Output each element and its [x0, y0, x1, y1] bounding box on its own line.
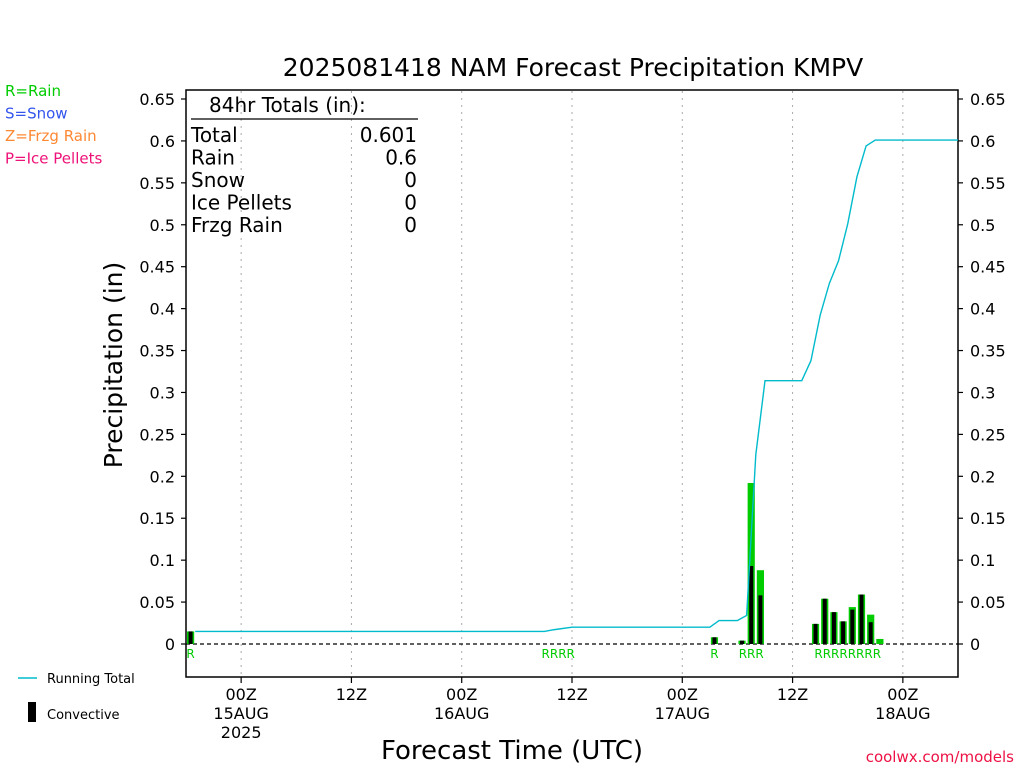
x-tick-label: 2025 — [221, 723, 262, 742]
x-tick-label: 18AUG — [875, 704, 930, 723]
y-tick-label-left: 0.6 — [150, 132, 175, 151]
totals-row-label: Snow — [191, 168, 245, 192]
x-axis-label: Forecast Time (UTC) — [381, 736, 643, 766]
y-tick-label-left: 0.3 — [150, 383, 175, 402]
x-tick-label: 00Z — [667, 685, 698, 704]
type-legend-item: S=Snow — [5, 105, 68, 123]
type-legend-item: P=Ice Pellets — [5, 150, 102, 168]
convective-bar — [841, 621, 846, 644]
y-axis-right: 0 0.05 0.1 0.15 0.2 0.25 0.3 0.35 0.4 0.45 0.5 0.55… — [958, 90, 1006, 654]
y-tick-label-right: 0.05 — [970, 593, 1006, 612]
running-total-line — [195, 139, 958, 633]
totals-row-value: 0 — [404, 168, 417, 192]
credit-text: coolwx.com/models — [866, 748, 1014, 766]
x-tick-label: 12Z — [556, 685, 587, 704]
convective-bar — [813, 623, 818, 644]
totals-row-value: 0.6 — [385, 146, 417, 170]
ptype-marker: RRR — [739, 647, 764, 661]
y-tick-label-left: 0.2 — [150, 467, 175, 486]
convective-bar — [712, 637, 717, 644]
convective-bar — [188, 631, 193, 644]
legend-convective-swatch — [28, 702, 36, 722]
x-tick-label: 17AUG — [655, 704, 710, 723]
convective-bars — [188, 566, 873, 644]
y-tick-label-left: 0 — [165, 635, 175, 654]
x-tick-label: 12Z — [777, 685, 808, 704]
precip-bars — [187, 483, 884, 644]
y-tick-label-right: 0.1 — [970, 551, 995, 570]
y-tick-label-right: 0.5 — [970, 216, 995, 235]
totals-header: 84hr Totals (in): — [209, 93, 366, 117]
type-legend-item: Z=Frzg Rain — [5, 127, 97, 145]
y-tick-label-left: 0.45 — [139, 258, 175, 277]
totals-row-label: Frzg Rain — [191, 213, 283, 237]
type-legend-item: R=Rain — [5, 82, 61, 100]
chart-title: 2025081418 NAM Forecast Precipitation KM… — [283, 53, 863, 82]
y-tick-label-right: 0.35 — [970, 342, 1006, 361]
precip-bar — [876, 638, 884, 644]
y-axis-left: 0 0.05 0.1 0.15 0.2 0.25 0.3 0.35 0.4 0.45 0.5 0.55… — [139, 90, 186, 654]
y-tick-label-right: 0 — [970, 635, 980, 654]
totals-row-value: 0 — [404, 191, 417, 215]
y-tick-label-right: 0.25 — [970, 425, 1006, 444]
series-legend-label: Convective — [47, 708, 120, 723]
ptype-marker: R — [710, 647, 718, 661]
totals-row-value: 0.601 — [360, 123, 417, 147]
y-axis-label: Precipitation (in) — [99, 262, 128, 469]
totals-box: 84hr Totals (in): Total 0.601 Rain 0.6 Snow 0… — [190, 93, 418, 237]
convective-bar — [850, 609, 855, 644]
y-tick-label-left: 0.1 — [150, 551, 175, 570]
ptype-marker: RRRRRRRR — [814, 647, 881, 661]
totals-row-label: Total — [190, 123, 238, 147]
convective-bar — [822, 598, 827, 644]
convective-bar — [740, 640, 745, 644]
x-tick-label: 00Z — [887, 685, 918, 704]
y-tick-label-right: 0.4 — [970, 300, 995, 319]
y-tick-label-right: 0.3 — [970, 383, 995, 402]
y-tick-label-left: 0.4 — [150, 300, 175, 319]
y-tick-label-left: 0.65 — [139, 90, 175, 109]
x-tick-label: 16AUG — [434, 704, 489, 723]
y-tick-label-left: 0.05 — [139, 593, 175, 612]
vertical-grid — [240, 91, 904, 676]
convective-bar — [868, 622, 873, 644]
y-tick-label-right: 0.2 — [970, 467, 995, 486]
y-tick-label-right: 0.65 — [970, 90, 1006, 109]
x-tick-label: 00Z — [446, 685, 477, 704]
x-tick-label: 00Z — [225, 685, 256, 704]
convective-bar — [758, 595, 763, 644]
totals-row-value: 0 — [404, 213, 417, 237]
y-tick-label-left: 0.25 — [139, 425, 175, 444]
y-tick-label-left: 0.35 — [139, 342, 175, 361]
y-tick-label-right: 0.6 — [970, 132, 995, 151]
y-tick-label-right: 0.15 — [970, 509, 1006, 528]
convective-bar — [831, 612, 836, 644]
ptype-markers: R RRRR R RRR RRRRRRRR — [186, 647, 881, 661]
totals-row-label: Rain — [191, 146, 235, 170]
convective-bar — [749, 566, 754, 644]
totals-row-label: Ice Pellets — [191, 191, 292, 215]
ptype-marker: R — [186, 647, 194, 661]
y-tick-label-left: 0.5 — [150, 216, 175, 235]
ptype-marker: RRRR — [542, 647, 575, 661]
series-legend-label: Running Total — [47, 672, 135, 687]
precip-bar — [747, 483, 755, 644]
y-tick-label-left: 0.55 — [139, 174, 175, 193]
y-tick-label-right: 0.45 — [970, 258, 1006, 277]
series-legend: Running Total Convective — [18, 672, 135, 723]
x-tick-label: 15AUG — [213, 704, 268, 723]
y-tick-label-right: 0.55 — [970, 174, 1006, 193]
y-tick-label-left: 0.15 — [139, 509, 175, 528]
x-tick-label: 12Z — [336, 685, 367, 704]
convective-bar — [859, 594, 864, 644]
precip-type-legend: R=Rain S=Snow Z=Frzg Rain P=Ice Pellets — [5, 82, 102, 168]
